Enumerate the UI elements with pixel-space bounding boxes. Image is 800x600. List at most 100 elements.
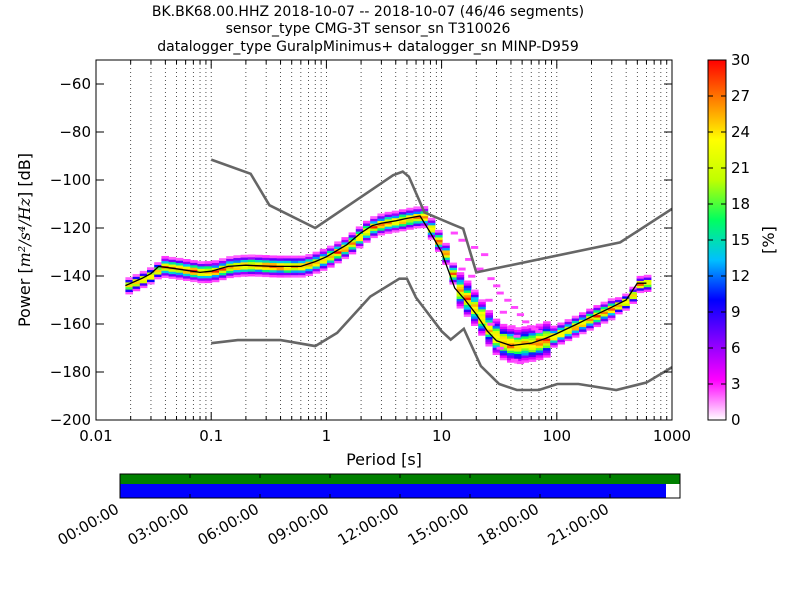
psd-cell xyxy=(399,223,407,227)
psd-cell xyxy=(543,328,551,332)
psd-cell xyxy=(507,345,515,349)
psd-cell xyxy=(528,359,537,362)
psd-cell xyxy=(543,347,551,351)
psd-cell xyxy=(557,336,566,340)
psd-cell xyxy=(615,309,623,312)
psd-cell xyxy=(255,271,263,275)
psd-cell xyxy=(499,333,508,337)
psd-cell xyxy=(298,267,306,271)
psd-cell xyxy=(233,255,242,259)
psd-cell xyxy=(276,267,285,271)
psd-cell xyxy=(463,287,472,291)
psd-cell xyxy=(600,313,609,317)
psd-cell xyxy=(348,232,357,236)
psd-cell xyxy=(492,347,501,351)
y-tick-label: −100 xyxy=(50,171,91,189)
colorbar-tick-label: 21 xyxy=(731,159,750,177)
psd-cell xyxy=(607,315,616,318)
psd-cell xyxy=(363,239,371,243)
psd-cell xyxy=(543,321,551,325)
psd-cell xyxy=(571,330,580,333)
psd-cell xyxy=(370,232,378,236)
psd-cell xyxy=(485,329,494,333)
psd-cell xyxy=(521,347,530,351)
psd-cell xyxy=(492,318,501,322)
psd-cell xyxy=(334,241,342,245)
psd-cell xyxy=(204,261,213,264)
psd-cell xyxy=(262,255,270,258)
psd-cell xyxy=(615,311,623,315)
psd-cell xyxy=(564,328,573,332)
psd-cell xyxy=(312,266,321,269)
psd-cell xyxy=(363,230,371,234)
psd-cell-sparse xyxy=(471,246,479,249)
psd-cell xyxy=(391,222,400,226)
psd-cell xyxy=(507,352,515,356)
psd-cell xyxy=(255,266,263,270)
psd-cell xyxy=(586,327,594,331)
psd-cell xyxy=(528,332,537,336)
median-line xyxy=(125,215,647,347)
psd-cell xyxy=(247,259,256,263)
psd-cell xyxy=(355,245,364,249)
y-tick-label: −200 xyxy=(50,411,91,429)
psd-cell xyxy=(507,331,515,334)
timeline-available-bar xyxy=(120,474,680,484)
psd-cell xyxy=(471,294,479,298)
psd-cell xyxy=(175,260,184,264)
psd-cell xyxy=(550,335,558,339)
psd-cell xyxy=(168,259,177,263)
psd-cell xyxy=(399,211,407,215)
psd-cell xyxy=(485,317,494,321)
psd-cell xyxy=(355,238,364,242)
psd-cell xyxy=(629,296,638,300)
psd-cell-sparse xyxy=(487,277,495,281)
psd-cell xyxy=(161,263,170,266)
psd-cell xyxy=(586,313,594,317)
psd-cell xyxy=(435,244,443,248)
psd-cell xyxy=(327,245,335,249)
psd-cell xyxy=(463,290,472,293)
psd-cell xyxy=(471,313,479,317)
psd-cell xyxy=(190,267,198,271)
psd-cell xyxy=(593,305,602,308)
psd-cell xyxy=(226,265,234,269)
x-tick-label: 0.01 xyxy=(79,427,112,445)
psd-cell xyxy=(327,260,335,263)
psd-cell xyxy=(319,268,328,271)
psd-cell xyxy=(499,340,508,344)
psd-cell xyxy=(629,291,638,295)
psd-cell xyxy=(269,272,278,276)
psd-cell xyxy=(492,321,501,324)
psd-cell xyxy=(276,274,285,278)
psd-cell xyxy=(312,258,321,262)
psd-cell xyxy=(607,300,616,304)
psd-cell xyxy=(139,273,148,277)
psd-cell xyxy=(154,276,162,280)
psd-cell xyxy=(154,264,162,268)
psd-cell-sparse xyxy=(508,325,516,329)
psd-cell xyxy=(226,272,234,276)
psd-cell xyxy=(463,297,472,301)
psd-cell xyxy=(183,261,191,265)
psd-cell xyxy=(492,345,501,348)
psd-cell xyxy=(341,249,350,252)
psd-cell xyxy=(384,211,393,215)
psd-cell xyxy=(291,272,299,276)
psd-cell xyxy=(478,332,486,336)
psd-cell xyxy=(485,341,494,345)
psd-cell xyxy=(492,328,501,332)
psd-cell xyxy=(449,274,458,278)
psd-cell xyxy=(233,274,242,278)
psd-cell xyxy=(629,298,638,302)
psd-cell-sparse xyxy=(516,313,525,317)
psd-cell xyxy=(219,267,227,271)
psd-cell xyxy=(600,318,609,322)
psd-cell xyxy=(507,343,515,346)
psd-cell xyxy=(183,266,191,269)
x-tick-label: 1 xyxy=(322,427,332,445)
psd-cell xyxy=(240,271,249,275)
psd-cell xyxy=(139,285,148,289)
psd-cell xyxy=(226,260,234,264)
psd-cell xyxy=(543,352,551,356)
